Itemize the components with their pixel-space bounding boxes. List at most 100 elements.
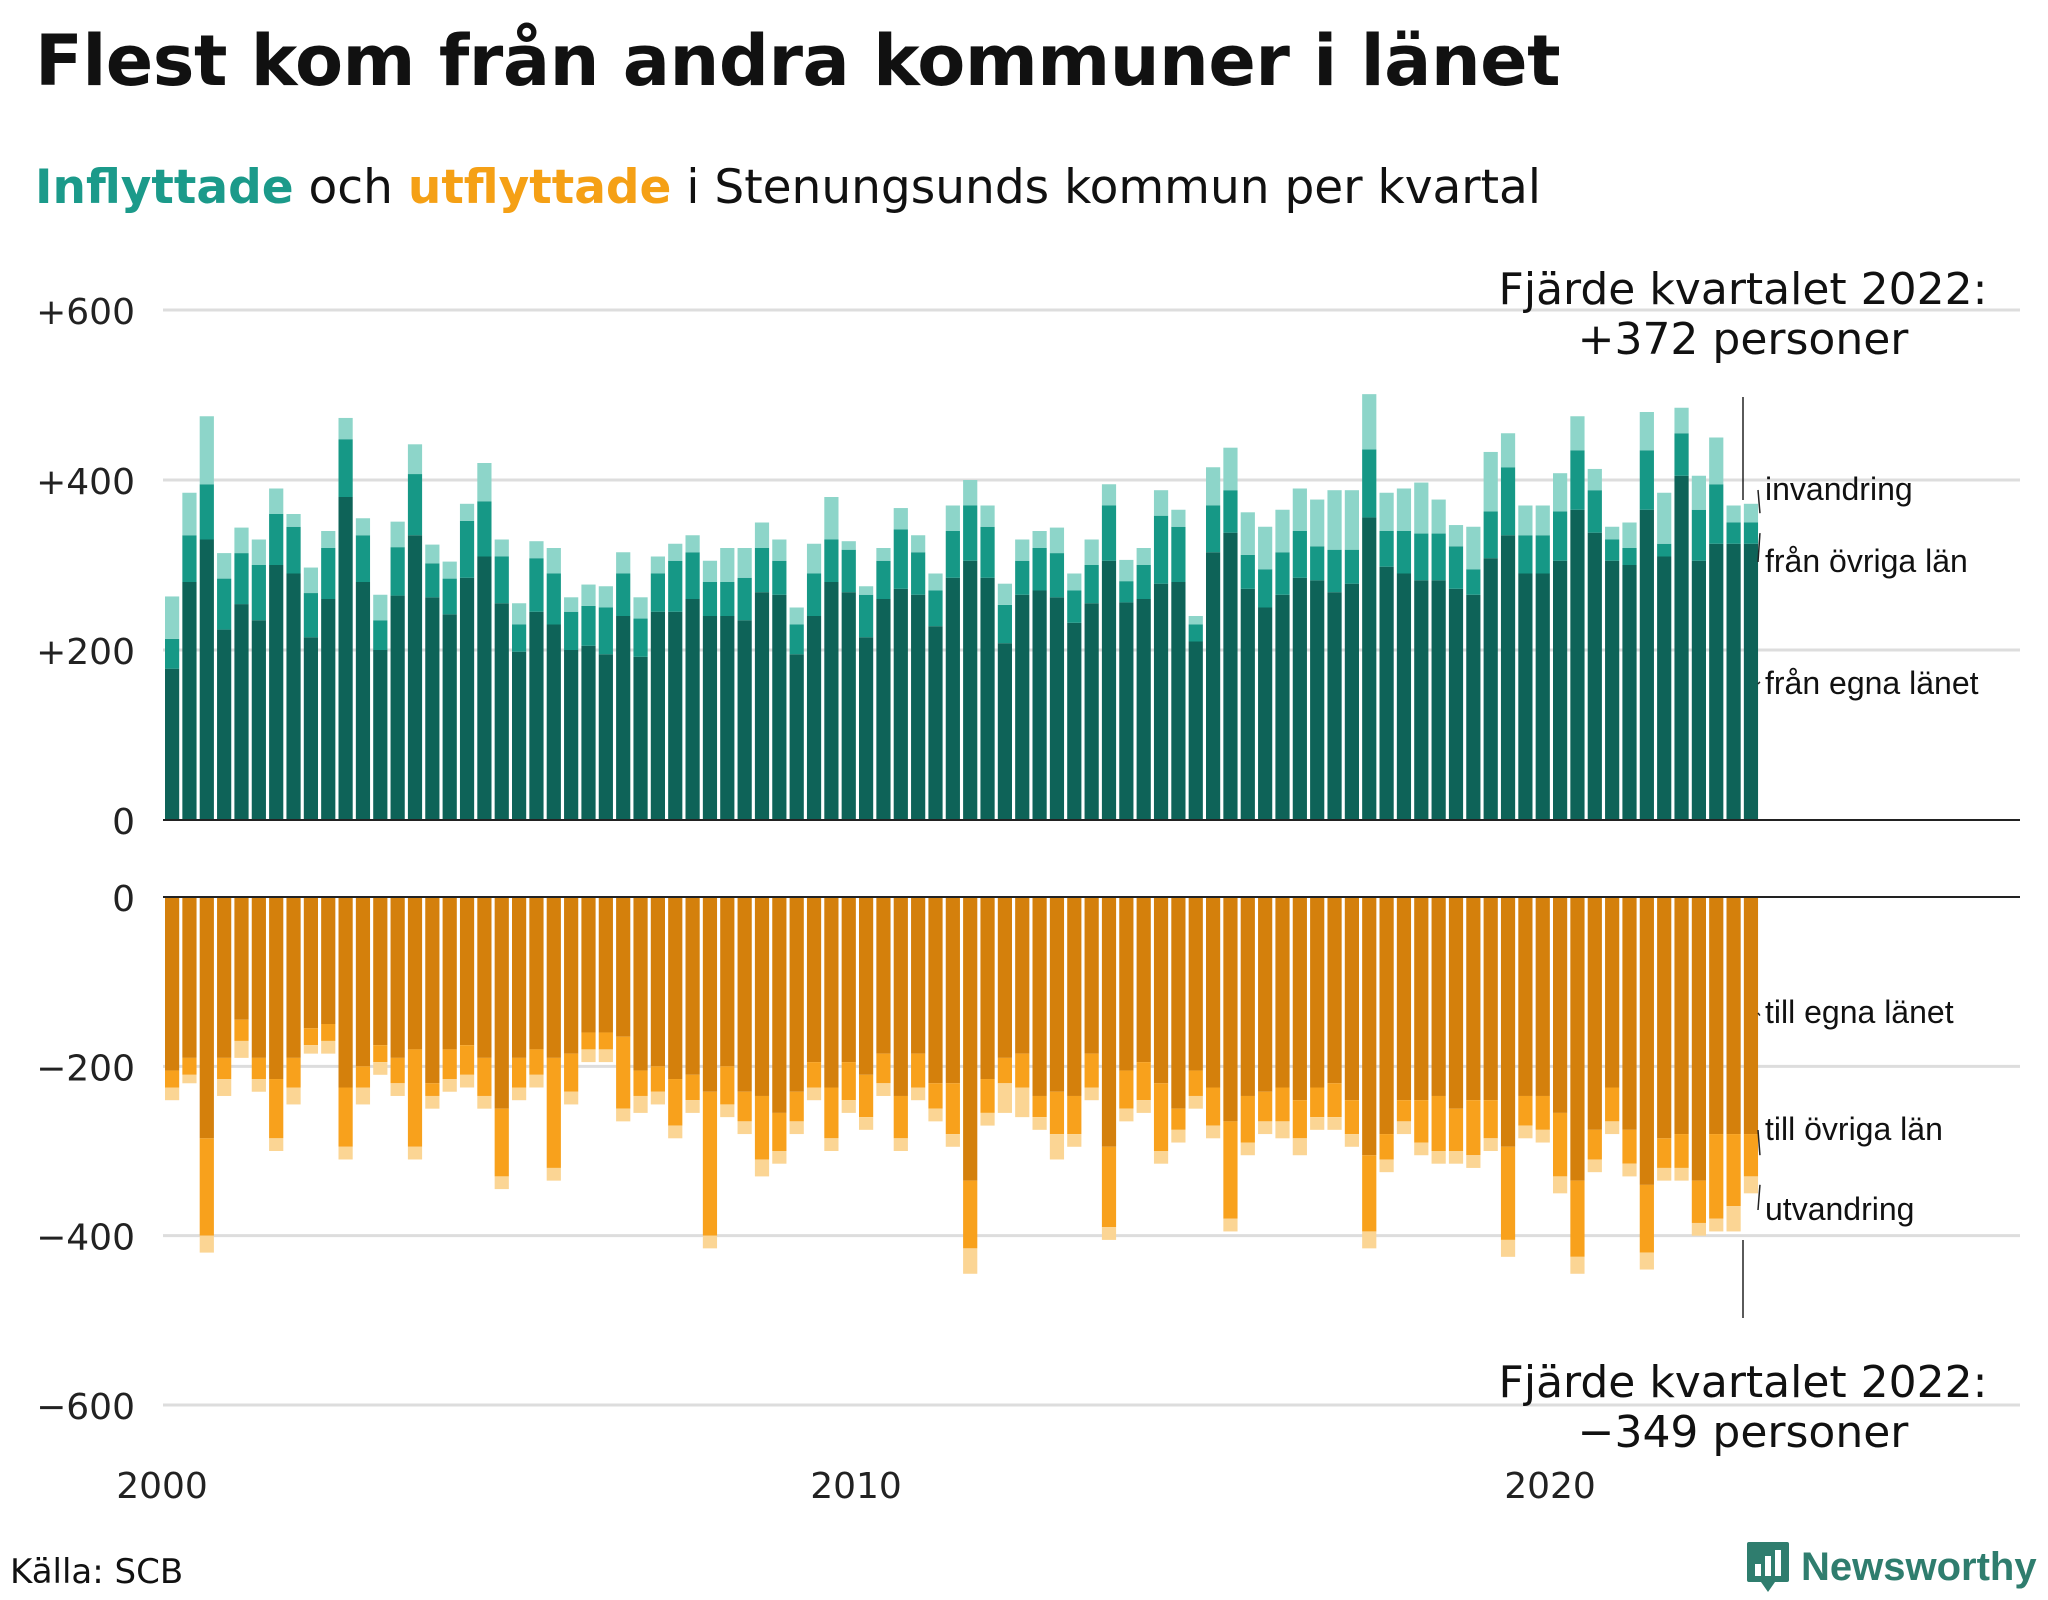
bar-in-own bbox=[251, 620, 266, 820]
bar-out-emigration bbox=[859, 1117, 874, 1130]
bar-out-emigration bbox=[1258, 1121, 1273, 1135]
bar-in-own bbox=[303, 637, 318, 820]
bar-in-immigration bbox=[338, 417, 353, 440]
bar-in-immigration bbox=[1344, 490, 1359, 550]
bar-in-other bbox=[1396, 531, 1412, 574]
bar-out-own bbox=[1344, 897, 1359, 1101]
bar-in-other bbox=[737, 577, 752, 621]
bar-in-immigration bbox=[1171, 509, 1186, 527]
bar-out-emigration bbox=[1310, 1117, 1325, 1130]
bar-in-immigration bbox=[581, 584, 596, 606]
bar-in-other bbox=[459, 520, 475, 578]
bar-in-own bbox=[1605, 560, 1620, 820]
bar-out-emigration bbox=[616, 1108, 631, 1122]
bar-out-emigration bbox=[1049, 1134, 1065, 1160]
bar-in-other bbox=[1709, 484, 1724, 544]
bar-in-other bbox=[841, 549, 856, 593]
bar-out-other bbox=[598, 1032, 613, 1050]
bar-in-other bbox=[1015, 560, 1030, 595]
bar-out-emigration bbox=[407, 1146, 423, 1160]
bar-in-immigration bbox=[303, 567, 318, 594]
bar-out-emigration bbox=[546, 1167, 561, 1181]
bar-out-own bbox=[1258, 897, 1273, 1092]
bar-out-own bbox=[1657, 897, 1672, 1139]
bar-out-own bbox=[581, 897, 596, 1033]
bar-out-other bbox=[997, 1057, 1012, 1084]
bar-in-immigration bbox=[1743, 503, 1759, 523]
bar-in-other bbox=[442, 578, 457, 615]
bar-in-own bbox=[1570, 509, 1585, 820]
bar-in-immigration bbox=[1032, 531, 1047, 548]
bar-out-other bbox=[1535, 1095, 1550, 1130]
label-fran-egna-lanet: från egna länet bbox=[1765, 665, 1979, 701]
bar-out-emigration bbox=[390, 1083, 405, 1096]
bar-in-own bbox=[1466, 594, 1481, 820]
bar-in-immigration bbox=[512, 603, 527, 625]
bar-in-other bbox=[1136, 565, 1151, 599]
bar-in-other bbox=[355, 535, 371, 582]
bar-out-own bbox=[1362, 897, 1377, 1156]
bar-in-other bbox=[893, 529, 908, 589]
bar-in-own bbox=[477, 556, 492, 820]
bar-out-emigration bbox=[373, 1062, 388, 1075]
bar-in-own bbox=[512, 651, 527, 820]
bar-out-own bbox=[303, 897, 318, 1029]
bar-in-immigration bbox=[1119, 559, 1134, 582]
bar-in-other bbox=[980, 526, 995, 578]
bar-out-other bbox=[165, 1070, 180, 1088]
bar-in-immigration bbox=[963, 480, 978, 506]
bar-in-immigration bbox=[598, 586, 613, 608]
bar-in-immigration bbox=[373, 594, 388, 621]
y-tick-label: 0 bbox=[112, 879, 135, 920]
bar-in-own bbox=[1188, 641, 1203, 820]
subtitle-och: och bbox=[293, 160, 408, 215]
bar-in-own bbox=[1553, 560, 1568, 820]
bar-out-own bbox=[477, 897, 492, 1058]
bar-in-other bbox=[581, 605, 596, 646]
bar-out-other bbox=[702, 1091, 718, 1236]
brand-logo[interactable]: Newsworthy bbox=[1745, 1540, 2037, 1594]
bar-out-other bbox=[1171, 1108, 1186, 1130]
bar-in-own bbox=[789, 654, 804, 820]
bar-in-other bbox=[477, 501, 492, 557]
bar-in-immigration bbox=[355, 518, 371, 536]
bar-out-emigration bbox=[564, 1091, 579, 1105]
bar-out-own bbox=[963, 897, 978, 1181]
bar-in-other bbox=[494, 556, 509, 604]
bar-out-own bbox=[945, 897, 960, 1084]
bar-in-immigration bbox=[1015, 539, 1030, 561]
bar-out-emigration bbox=[477, 1095, 492, 1109]
bar-out-emigration bbox=[598, 1049, 613, 1063]
bar-out-emigration bbox=[1275, 1121, 1290, 1139]
bar-in-immigration bbox=[1622, 522, 1637, 548]
bar-out-emigration bbox=[702, 1235, 718, 1249]
bar-in-own bbox=[442, 614, 457, 820]
bar-in-immigration bbox=[911, 535, 926, 553]
bar-in-own bbox=[1414, 580, 1429, 820]
bar-in-immigration bbox=[1657, 492, 1672, 544]
bar-out-other bbox=[1414, 1100, 1429, 1143]
bar-in-own bbox=[1101, 560, 1117, 820]
bar-in-own bbox=[1292, 577, 1307, 820]
bar-out-emigration bbox=[442, 1079, 457, 1092]
y-tick-label: +600 bbox=[36, 292, 135, 333]
bar-out-own bbox=[893, 897, 908, 1096]
bar-out-emigration bbox=[217, 1079, 232, 1096]
bar-out-emigration bbox=[841, 1100, 856, 1113]
y-tick-label: +400 bbox=[36, 462, 135, 503]
bar-in-other bbox=[529, 558, 544, 612]
annotation-bottom-line1: Fjärde kvartalet 2022: bbox=[1499, 1357, 1988, 1408]
bar-in-immigration bbox=[1500, 433, 1516, 468]
bar-in-own bbox=[1657, 556, 1672, 820]
bar-out-own bbox=[1240, 897, 1255, 1096]
bar-out-other bbox=[754, 1095, 770, 1160]
bar-out-other bbox=[1275, 1087, 1290, 1122]
bar-out-emigration bbox=[1344, 1134, 1359, 1147]
bar-out-emigration bbox=[928, 1108, 943, 1122]
bar-out-other bbox=[841, 1062, 856, 1101]
bar-in-immigration bbox=[754, 522, 770, 548]
bar-out-emigration bbox=[668, 1125, 683, 1139]
bar-in-immigration bbox=[390, 521, 405, 548]
bar-in-other bbox=[754, 548, 770, 593]
bar-in-other bbox=[1101, 505, 1117, 561]
